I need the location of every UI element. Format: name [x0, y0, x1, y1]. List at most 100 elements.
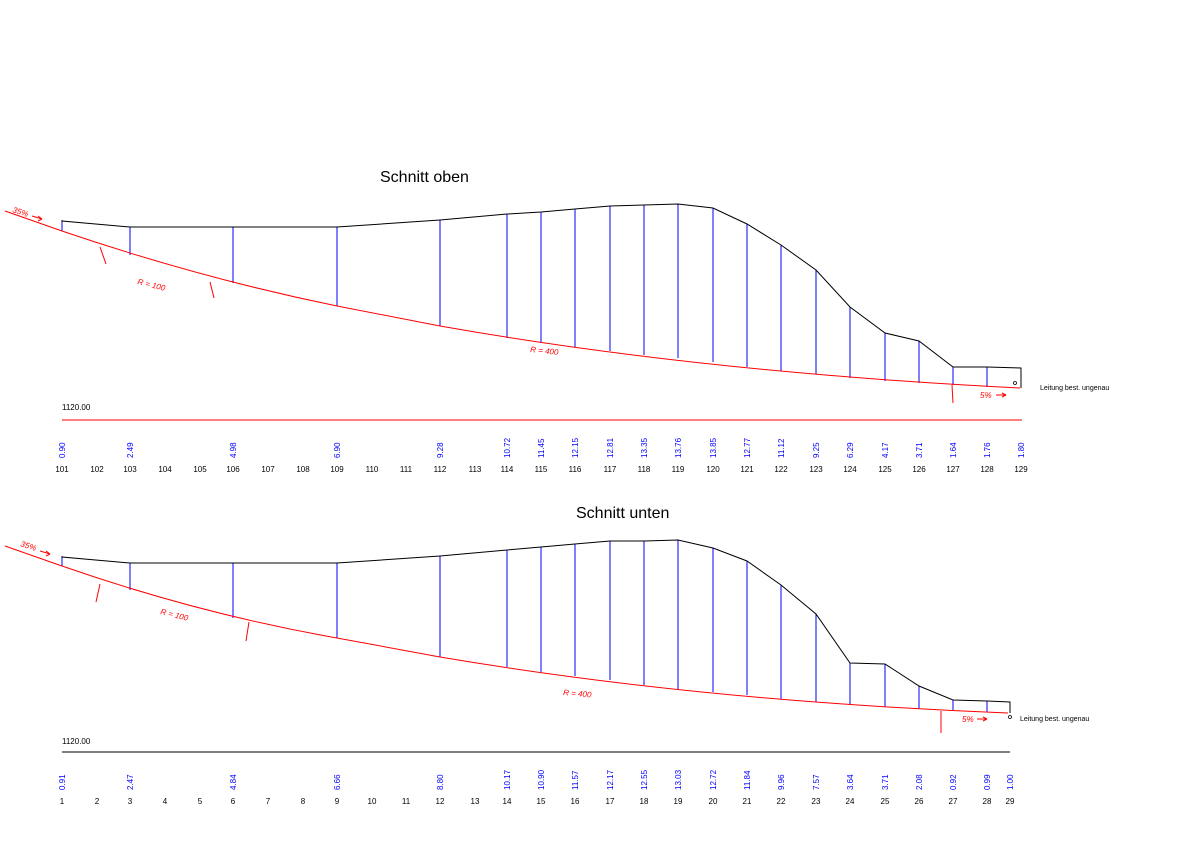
station-label: 109: [330, 465, 344, 474]
station-label: 12: [436, 797, 445, 806]
station-label: 3: [128, 797, 133, 806]
height-verticals: [61, 540, 1011, 713]
station-label: 127: [946, 465, 960, 474]
station-label: 114: [501, 465, 514, 474]
height-label: 0.99: [983, 774, 992, 790]
height-label: 3.71: [915, 442, 924, 458]
station-label: 122: [774, 465, 788, 474]
height-label: 1.00: [1006, 774, 1015, 790]
slope-arrow: [39, 550, 51, 555]
station-label: 126: [912, 465, 926, 474]
height-label: 12.72: [709, 769, 718, 790]
station-label: 118: [638, 465, 651, 474]
radius-label: R = 100: [137, 277, 167, 293]
height-label: 12.77: [743, 437, 752, 458]
height-label: 0.91: [58, 774, 67, 790]
slope-end-label: 5%: [962, 715, 974, 724]
station-label: 115: [535, 465, 548, 474]
station-label: 10: [368, 797, 377, 806]
station-label: 22: [777, 797, 786, 806]
station-label: 9: [335, 797, 340, 806]
station-labels: 1 2 3 4 5 6 7 8 9 10 11 12 13 14 15 16 17 18 19 20 21 22 23 24 2…: [60, 797, 1015, 806]
height-label: 9.96: [777, 774, 786, 790]
height-label: 11.84: [743, 770, 752, 790]
height-label: 12.81: [606, 437, 615, 458]
height-label: 6.90: [333, 442, 342, 458]
tangent-tick: [245, 621, 250, 642]
slope-arrow-head: [37, 215, 43, 222]
height-label: 0.90: [58, 442, 67, 458]
station-label: 113: [469, 465, 482, 474]
station-label: 111: [400, 465, 413, 474]
tangent-tick: [209, 281, 215, 299]
height-label: 11.45: [537, 438, 546, 458]
height-label: 13.85: [709, 437, 718, 458]
slope-arrow-head: [1001, 392, 1007, 398]
height-label: 12.55: [640, 769, 649, 790]
station-label: 107: [261, 465, 275, 474]
station-label: 21: [743, 797, 752, 806]
section-title: Schnitt oben: [380, 169, 469, 186]
station-labels: 101 102 103 104 105 106 107 108 109 110 111 112 113 1…: [55, 465, 1028, 474]
height-label: 1.76: [983, 442, 992, 458]
station-label: 6: [231, 797, 236, 806]
pipe-note: Leitung best. ungenau: [1020, 716, 1089, 723]
radius-label: R = 400: [530, 345, 560, 357]
station-label: 120: [706, 465, 720, 474]
height-label: 8.80: [436, 774, 445, 790]
radius-label: R = 100: [160, 607, 190, 623]
height-label: 7.57: [812, 774, 821, 790]
station-label: 121: [740, 465, 754, 474]
height-label: 6.66: [333, 774, 342, 790]
section-title: Schnitt unten: [576, 505, 669, 522]
height-label: 12.17: [606, 769, 615, 790]
station-label: 14: [503, 797, 512, 806]
pipe-marker: [1008, 715, 1012, 719]
height-label: 1.80: [1017, 442, 1026, 458]
station-label: 102: [90, 465, 104, 474]
height-label: 9.25: [812, 442, 821, 458]
height-label: 10.72: [503, 437, 512, 458]
station-label: 7: [266, 797, 271, 806]
height-label: 2.08: [915, 774, 924, 790]
station-label: 20: [709, 797, 718, 806]
height-labels: 0.91 2.47 4.84 6.66 8.80 10.17 10.90 11.57 12.17…: [58, 769, 1015, 790]
station-label: 119: [672, 465, 685, 474]
station-label: 29: [1006, 797, 1015, 806]
radius-label: R = 400: [563, 688, 592, 699]
station-label: 16: [571, 797, 580, 806]
station-label: 108: [296, 465, 310, 474]
station-label: 116: [569, 465, 582, 474]
pipe-marker: [1013, 381, 1017, 385]
pipe-note: Leitung best. ungenau: [1040, 385, 1109, 392]
station-label: 25: [881, 797, 890, 806]
station-label: 18: [640, 797, 649, 806]
station-label: 19: [674, 797, 683, 806]
tangent-tick: [95, 583, 101, 603]
height-label: 3.64: [846, 774, 855, 790]
tangent-tick: [951, 384, 954, 404]
height-label: 3.71: [881, 774, 890, 790]
slope-arrow: [31, 215, 43, 220]
slope-arrow-head: [45, 550, 51, 557]
slope-start-label: 35%: [19, 539, 37, 553]
height-label: 12.15: [571, 437, 580, 458]
section-bottom: Schnitt unten 35% R = 100 R = 400 5% Lei…: [4, 505, 1089, 806]
height-label: 10.90: [537, 769, 546, 790]
station-label: 128: [980, 465, 994, 474]
station-label: 129: [1014, 465, 1028, 474]
station-label: 124: [843, 465, 857, 474]
station-label: 101: [55, 465, 69, 474]
height-label: 0.92: [949, 774, 958, 790]
station-label: 23: [812, 797, 821, 806]
station-label: 13: [471, 797, 480, 806]
slope-start-label: 35%: [11, 205, 29, 219]
height-label: 4.84: [229, 774, 238, 790]
section-top: Schnitt oben 35% R = 100 R = 400 5% Leit…: [4, 169, 1109, 474]
station-label: 104: [158, 465, 172, 474]
height-labels: 0.90 2.49 4.98 6.90 9.28 10.72 11.45 12.15 12.81…: [58, 437, 1026, 458]
height-label: 9.28: [436, 442, 445, 458]
reference-level: 1120.00: [62, 403, 91, 412]
height-label: 2.49: [126, 442, 135, 458]
